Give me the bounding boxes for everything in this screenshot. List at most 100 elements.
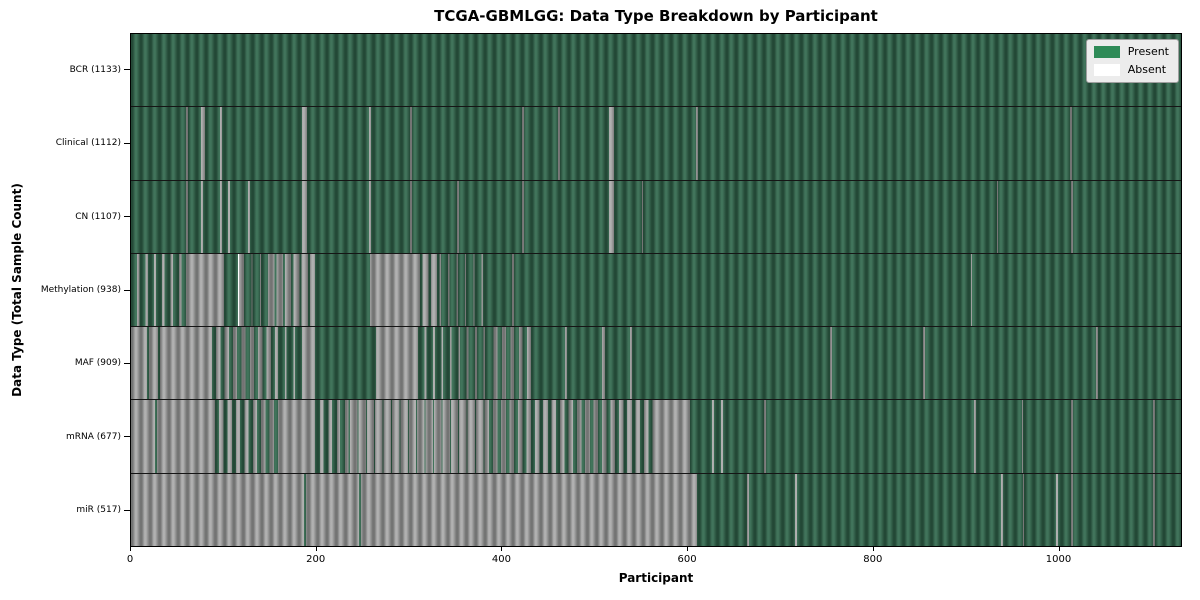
legend: Present Absent xyxy=(1085,39,1179,83)
segment-absent xyxy=(281,400,316,473)
y-tick-label: BCR (1133) xyxy=(69,64,121,75)
x-tick-mark xyxy=(1058,547,1060,551)
segment-absent xyxy=(1070,400,1073,473)
segment-mixed xyxy=(488,400,655,473)
segment-absent xyxy=(370,253,421,327)
segment-mixed xyxy=(131,253,186,327)
segment-absent xyxy=(970,253,973,327)
segment-absent xyxy=(306,473,359,546)
y-tick-label: mRNA (677) xyxy=(66,431,121,442)
segment-present xyxy=(523,180,610,253)
x-tick-mark xyxy=(687,547,689,551)
segment-absent xyxy=(511,253,514,327)
segment-absent xyxy=(1070,473,1074,546)
segment-absent xyxy=(609,107,614,180)
segment-absent xyxy=(1055,473,1058,546)
segment-present xyxy=(157,327,160,400)
y-tick-label: miR (517) xyxy=(76,505,121,516)
segment-present xyxy=(998,180,1071,253)
segment-absent xyxy=(148,327,158,400)
segment-present xyxy=(1155,400,1181,473)
y-tick-label: Clinical (1112) xyxy=(55,138,121,149)
segment-present xyxy=(765,400,975,473)
segment-absent xyxy=(360,473,698,546)
segment-present xyxy=(307,107,370,180)
segment-mixed xyxy=(215,400,282,473)
segment-present xyxy=(488,253,512,327)
y-tick-mark xyxy=(124,216,130,218)
y-tick-mark xyxy=(124,289,130,291)
segment-present xyxy=(723,400,764,473)
segment-present xyxy=(925,327,1096,400)
segment-absent xyxy=(1153,400,1156,473)
segment-present xyxy=(205,107,220,180)
plot-area xyxy=(130,33,1182,547)
x-tick-mark xyxy=(872,547,874,551)
segment-mixed xyxy=(266,253,316,327)
segment-absent xyxy=(200,107,206,180)
x-tick-label: 600 xyxy=(677,554,697,565)
segment-present xyxy=(358,473,361,546)
segment-present xyxy=(643,180,997,253)
segment-absent xyxy=(829,327,832,400)
segment-present xyxy=(613,107,697,180)
segment-present xyxy=(698,107,1070,180)
segment-absent xyxy=(369,107,372,180)
segment-absent xyxy=(219,107,222,180)
segment-present xyxy=(535,327,565,400)
x-tick-label: 0 xyxy=(126,554,134,565)
segment-absent xyxy=(601,327,605,400)
row-mir xyxy=(131,472,1181,546)
segment-present xyxy=(613,180,642,253)
segment-absent xyxy=(522,180,524,253)
segment-absent xyxy=(564,327,568,400)
segment-absent xyxy=(721,400,724,473)
segment-present xyxy=(1072,180,1181,253)
segment-mixed xyxy=(278,327,302,400)
segment-present xyxy=(604,327,630,400)
segment-present xyxy=(155,400,157,473)
segment-absent xyxy=(185,253,224,327)
segment-present xyxy=(1071,107,1181,180)
row-clinical xyxy=(131,106,1181,180)
segment-absent xyxy=(301,107,308,180)
segment-present xyxy=(749,473,796,546)
segment-present xyxy=(560,107,610,180)
segment-absent xyxy=(974,400,977,473)
segment-mixed xyxy=(244,253,267,327)
y-tick-mark xyxy=(124,142,130,144)
segment-absent xyxy=(375,327,419,400)
y-tick-mark xyxy=(124,362,130,364)
segment-absent xyxy=(1069,107,1072,180)
segment-absent xyxy=(247,180,250,253)
segment-absent xyxy=(185,180,188,253)
segment-absent xyxy=(238,253,245,327)
segment-absent xyxy=(156,400,216,473)
segment-absent xyxy=(712,400,714,473)
segment-present xyxy=(315,327,376,400)
segment-present xyxy=(304,473,307,546)
segment-absent xyxy=(131,400,156,473)
segment-absent xyxy=(795,473,798,546)
segment-absent xyxy=(1001,473,1004,546)
x-tick-mark xyxy=(130,547,131,551)
segment-present xyxy=(131,34,1181,107)
segment-present xyxy=(459,180,523,253)
segment-present xyxy=(249,180,302,253)
y-tick-label: CN (1107) xyxy=(75,211,121,222)
segment-absent xyxy=(696,107,699,180)
segment-present xyxy=(1155,473,1181,546)
segment-present xyxy=(713,400,722,473)
segment-absent xyxy=(996,180,999,253)
x-tick-label: 800 xyxy=(863,554,883,565)
segment-absent xyxy=(301,327,316,400)
y-tick-label: MAF (909) xyxy=(74,358,121,369)
segment-absent xyxy=(219,180,222,253)
segment-mixed xyxy=(315,400,349,473)
segment-present xyxy=(371,180,410,253)
legend-item-absent: Absent xyxy=(1093,63,1169,76)
segment-absent xyxy=(409,180,412,253)
segment-absent xyxy=(1070,180,1073,253)
segment-absent xyxy=(522,107,524,180)
